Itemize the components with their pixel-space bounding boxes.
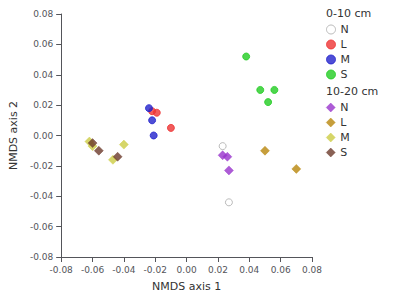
svg-text:NMDS axis 2: NMDS axis 2 xyxy=(7,101,20,170)
svg-text:0.06: 0.06 xyxy=(33,39,53,49)
svg-text:L: L xyxy=(340,116,347,129)
svg-text:M: M xyxy=(340,131,350,144)
svg-text:-0.04: -0.04 xyxy=(30,191,54,201)
svg-text:-0.02: -0.02 xyxy=(30,161,53,171)
svg-text:-0.08: -0.08 xyxy=(30,252,54,262)
svg-text:0.06: 0.06 xyxy=(271,265,291,275)
svg-text:NMDS axis 1: NMDS axis 1 xyxy=(152,280,221,293)
svg-text:-0.02: -0.02 xyxy=(144,265,167,275)
svg-text:N: N xyxy=(340,101,348,114)
svg-text:0.00: 0.00 xyxy=(33,131,53,141)
svg-text:N: N xyxy=(341,23,349,36)
svg-text:10-20 cm: 10-20 cm xyxy=(326,85,378,98)
svg-text:S: S xyxy=(340,146,347,159)
svg-text:0.04: 0.04 xyxy=(33,70,53,80)
svg-text:0.04: 0.04 xyxy=(239,265,259,275)
svg-text:-0.06: -0.06 xyxy=(30,222,54,232)
svg-text:0.02: 0.02 xyxy=(208,265,228,275)
svg-text:-0.04: -0.04 xyxy=(112,265,136,275)
svg-text:-0.08: -0.08 xyxy=(50,265,74,275)
svg-text:M: M xyxy=(341,53,351,66)
svg-text:0-10 cm: 0-10 cm xyxy=(326,7,371,20)
svg-text:-0.06: -0.06 xyxy=(81,265,105,275)
svg-text:L: L xyxy=(341,38,348,51)
svg-text:S: S xyxy=(341,68,348,81)
svg-text:0.08: 0.08 xyxy=(33,9,53,19)
svg-text:0.02: 0.02 xyxy=(33,100,53,110)
svg-text:0.00: 0.00 xyxy=(177,265,197,275)
svg-text:0.08: 0.08 xyxy=(302,265,322,275)
